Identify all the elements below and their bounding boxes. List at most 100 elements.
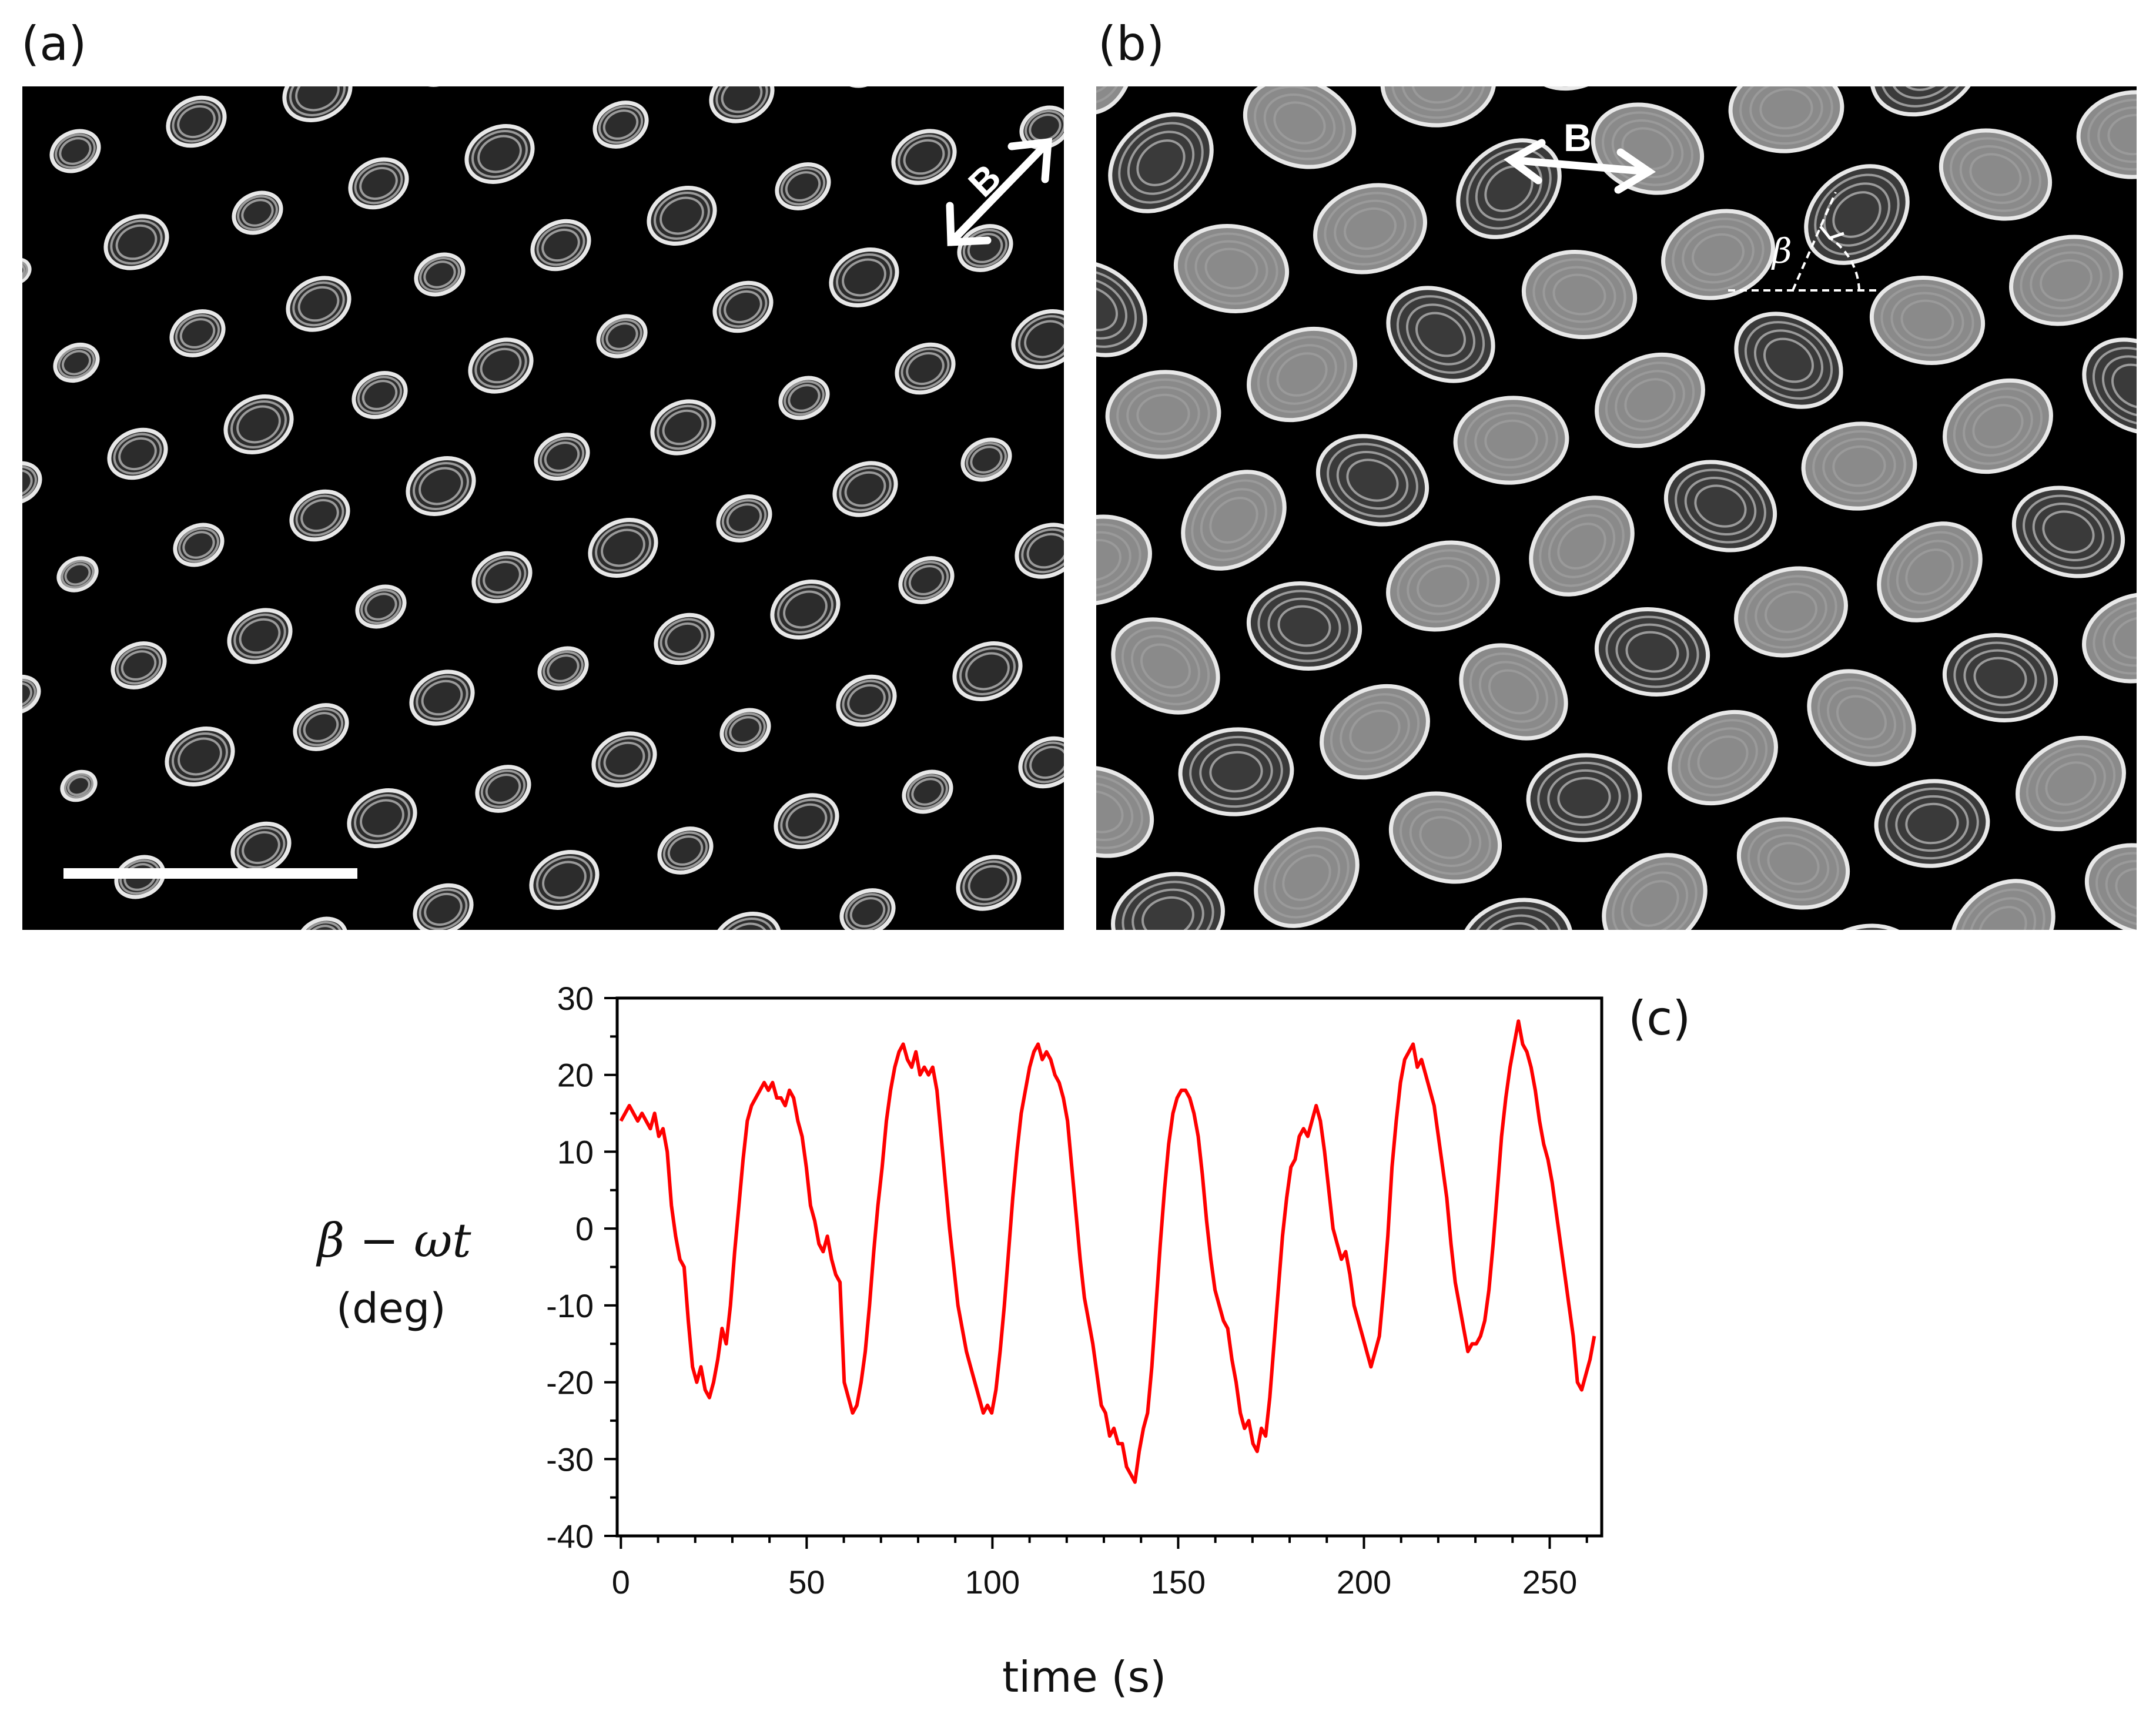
particle — [1459, 898, 1573, 930]
particle — [355, 584, 407, 629]
particle — [895, 342, 956, 395]
particle — [1807, 669, 1916, 766]
particle — [709, 86, 775, 123]
series-line — [619, 1019, 1596, 1484]
particle — [719, 708, 771, 752]
particle — [711, 912, 782, 930]
particle — [537, 646, 589, 691]
particle — [1011, 309, 1064, 369]
particle — [1529, 496, 1635, 597]
particle — [2082, 592, 2137, 684]
particle — [232, 190, 283, 235]
particle — [1736, 817, 1850, 910]
particle — [1807, 923, 1921, 930]
particle — [111, 641, 167, 689]
particle — [282, 86, 353, 122]
y-axis-label: β − ωt — [316, 1213, 471, 1268]
particle — [1526, 753, 1642, 842]
particle — [1668, 709, 1778, 806]
particle — [712, 280, 774, 333]
particle — [1015, 523, 1064, 579]
particle — [1018, 736, 1064, 789]
y-tick-label: 30 — [557, 980, 594, 1017]
x-tick-label: 200 — [1337, 1564, 1391, 1601]
particle — [1380, 86, 1497, 128]
particle — [647, 186, 717, 246]
particle — [1939, 128, 2053, 221]
particle — [1602, 853, 1708, 930]
y-tick-label: -40 — [546, 1518, 594, 1555]
particle — [952, 641, 1023, 701]
particle — [1801, 421, 1917, 511]
particle — [839, 888, 896, 930]
angle-annotation — [1728, 192, 1881, 292]
particle — [836, 674, 897, 727]
particle — [1877, 521, 1983, 622]
particle — [53, 342, 100, 383]
particle — [1728, 86, 1844, 153]
angle-label: β — [1771, 231, 1792, 271]
particle — [1247, 326, 1357, 423]
particle — [898, 556, 955, 604]
particle — [2009, 235, 2123, 326]
particle — [957, 224, 1013, 272]
field-direction-arrow-b — [1503, 139, 1656, 194]
particle — [107, 427, 168, 480]
particle — [832, 461, 898, 517]
particle — [1313, 183, 1427, 274]
particle — [529, 850, 600, 910]
particle — [1388, 791, 1502, 884]
y-tick-label: 10 — [557, 1133, 594, 1170]
particle — [650, 399, 716, 456]
particle — [166, 95, 227, 148]
particle — [1869, 275, 1986, 366]
particle — [829, 247, 899, 307]
particle — [1870, 86, 1980, 117]
particle — [1173, 223, 1290, 314]
x-axis-label: time (s) — [1002, 1652, 1166, 1702]
x-tick-label: 0 — [612, 1564, 630, 1601]
particle — [1386, 286, 1495, 383]
particle — [1942, 632, 2058, 723]
particle — [1874, 779, 1990, 868]
particle — [1663, 460, 1777, 553]
particle — [891, 129, 957, 185]
particle — [103, 214, 169, 270]
particle — [596, 314, 648, 359]
particle — [1320, 684, 1430, 780]
particle — [293, 703, 349, 751]
particle — [902, 769, 953, 814]
particle — [1734, 566, 1848, 658]
particle — [1950, 879, 2055, 930]
particle — [173, 523, 225, 567]
y-tick-label: 0 — [575, 1210, 594, 1247]
micrograph-b-image: B β — [1096, 86, 2137, 930]
x-tick-label: 250 — [1522, 1564, 1577, 1601]
particle — [1096, 765, 1154, 858]
particle — [1315, 434, 1429, 527]
particle — [770, 580, 841, 640]
particle — [1595, 352, 1705, 448]
particle-lattice-a — [22, 86, 1064, 930]
particle — [1459, 643, 1568, 741]
particle — [230, 821, 292, 874]
particle — [165, 727, 235, 786]
x-tick-label: 50 — [788, 1564, 825, 1601]
particle — [286, 276, 351, 332]
particle — [22, 674, 41, 715]
particle — [49, 129, 101, 173]
particle — [22, 461, 42, 506]
particle — [1243, 86, 1357, 169]
particle — [475, 765, 531, 813]
particle — [778, 376, 830, 420]
panel-label-a: (a) — [21, 16, 87, 71]
particle — [464, 124, 535, 184]
particle — [530, 219, 591, 272]
particle — [960, 437, 1012, 482]
particle — [716, 494, 772, 543]
particle — [289, 489, 350, 542]
particle — [775, 162, 831, 210]
particle — [60, 769, 98, 802]
